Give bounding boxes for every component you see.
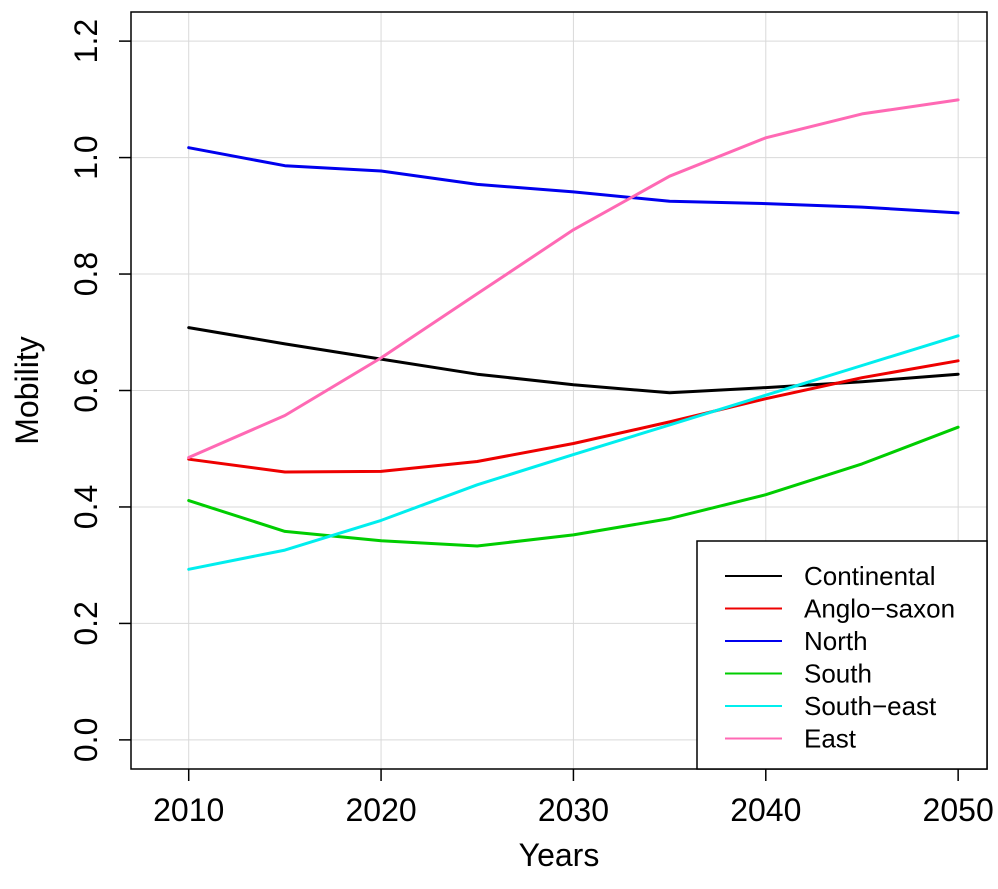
y-axis-label: Mobility: [9, 336, 45, 444]
series-line-east: [187, 98, 960, 459]
series-line-north: [187, 146, 960, 215]
legend-label: Anglo−saxon: [804, 594, 955, 624]
legend-label: East: [804, 724, 857, 754]
y-tick-label: 0.6: [68, 368, 104, 412]
y-axis: 0.0 0.2 0.4 0.6 0.8 1.0 1.2: [68, 19, 131, 762]
y-tick-label: 1.0: [68, 135, 104, 179]
legend-box: [696, 540, 988, 770]
x-tick-label: 2040: [730, 792, 801, 828]
y-tick-label: 0.0: [68, 718, 104, 762]
x-tick-label: 2050: [923, 792, 994, 828]
x-axis-label: Years: [519, 837, 600, 873]
legend-label: South−east: [804, 691, 937, 721]
series-line-south: [187, 425, 960, 548]
legend: ContinentalAnglo−saxonNorthSouthSouth−ea…: [696, 540, 988, 770]
x-tick-label: 2030: [538, 792, 609, 828]
x-tick-label: 2010: [153, 792, 224, 828]
series-lines: [187, 98, 960, 571]
series-line-anglo-saxon: [187, 359, 960, 474]
y-tick-label: 1.2: [68, 19, 104, 63]
y-tick-label: 0.4: [68, 485, 104, 529]
legend-label: Continental: [804, 561, 936, 591]
grid: [131, 12, 987, 769]
legend-label: North: [804, 626, 868, 656]
y-tick-label: 0.2: [68, 601, 104, 645]
x-tick-label: 2020: [345, 792, 416, 828]
legend-label: South: [804, 659, 872, 689]
x-axis: 2010 2020 2030 2040 2050: [153, 769, 994, 828]
y-tick-label: 0.8: [68, 252, 104, 296]
series-line-south-east: [187, 334, 960, 571]
